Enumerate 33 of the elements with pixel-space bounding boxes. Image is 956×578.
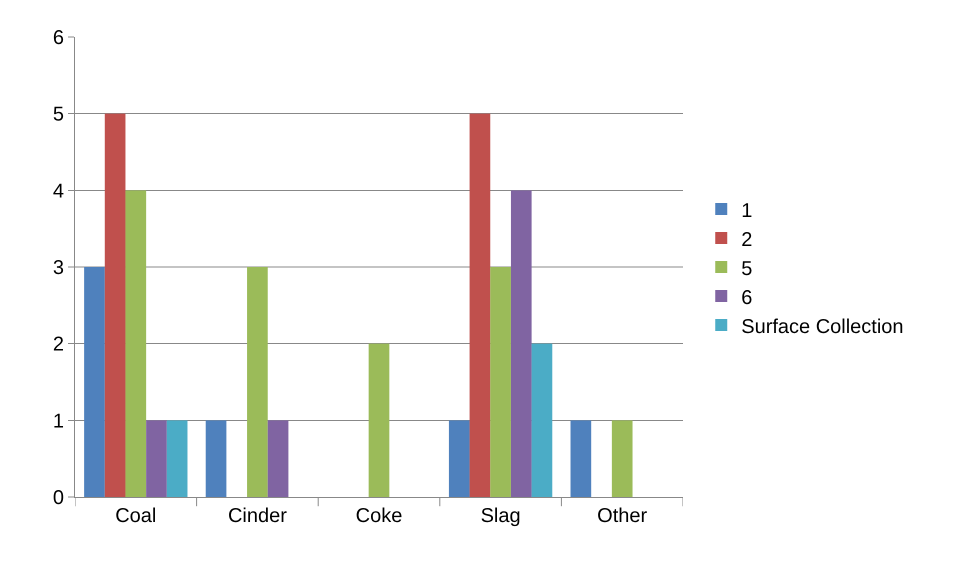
bar — [84, 267, 105, 497]
bar — [490, 267, 511, 497]
x-tick-label: Slag — [480, 505, 521, 527]
bar — [206, 420, 226, 497]
legend-label: 5 — [741, 258, 752, 280]
bar — [368, 344, 390, 497]
bar — [125, 190, 146, 497]
bar — [510, 190, 532, 497]
bar — [448, 420, 470, 497]
bar — [570, 420, 592, 497]
legend-label: Surface Collection — [741, 316, 904, 338]
bar — [268, 420, 288, 497]
y-tick-label: 6 — [52, 27, 64, 49]
y-tick-label: 5 — [52, 104, 64, 126]
y-tick-label: 1 — [52, 410, 64, 432]
legend-label: 2 — [741, 228, 752, 251]
x-tick-label: Cinder — [228, 505, 288, 527]
y-tick-label: 0 — [52, 487, 64, 509]
legend-label: 1 — [741, 200, 752, 222]
y-tick-label: 4 — [52, 180, 64, 202]
bar — [612, 420, 633, 497]
x-tick-label: Coke — [356, 505, 402, 527]
y-tick-label: 3 — [52, 257, 64, 279]
bar — [166, 420, 188, 497]
y-tick-label: 2 — [52, 334, 64, 356]
x-tick-label: Coal — [115, 505, 156, 527]
bar — [532, 344, 552, 497]
bar — [146, 420, 167, 497]
legend-label: 6 — [741, 286, 752, 309]
bar — [104, 114, 126, 497]
bar — [470, 114, 490, 497]
bar — [247, 267, 268, 497]
x-tick-label: Other — [597, 505, 648, 527]
